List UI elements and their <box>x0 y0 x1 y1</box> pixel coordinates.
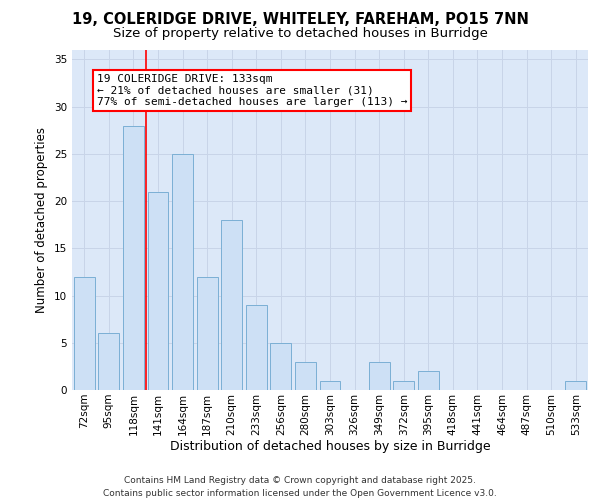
Bar <box>565 380 586 390</box>
Text: Size of property relative to detached houses in Burridge: Size of property relative to detached ho… <box>113 28 487 40</box>
X-axis label: Distribution of detached houses by size in Burridge: Distribution of detached houses by size … <box>170 440 490 454</box>
Bar <box>148 192 169 390</box>
Bar <box>123 126 144 390</box>
Bar <box>246 305 267 390</box>
Bar <box>393 380 414 390</box>
Bar <box>197 276 218 390</box>
Bar <box>172 154 193 390</box>
Y-axis label: Number of detached properties: Number of detached properties <box>35 127 49 313</box>
Bar <box>295 362 316 390</box>
Bar <box>418 371 439 390</box>
Bar <box>74 276 95 390</box>
Text: 19 COLERIDGE DRIVE: 133sqm
← 21% of detached houses are smaller (31)
77% of semi: 19 COLERIDGE DRIVE: 133sqm ← 21% of deta… <box>97 74 407 107</box>
Bar <box>221 220 242 390</box>
Bar <box>368 362 389 390</box>
Text: 19, COLERIDGE DRIVE, WHITELEY, FAREHAM, PO15 7NN: 19, COLERIDGE DRIVE, WHITELEY, FAREHAM, … <box>71 12 529 28</box>
Bar <box>320 380 340 390</box>
Bar <box>98 334 119 390</box>
Text: Contains HM Land Registry data © Crown copyright and database right 2025.
Contai: Contains HM Land Registry data © Crown c… <box>103 476 497 498</box>
Bar <box>271 343 292 390</box>
